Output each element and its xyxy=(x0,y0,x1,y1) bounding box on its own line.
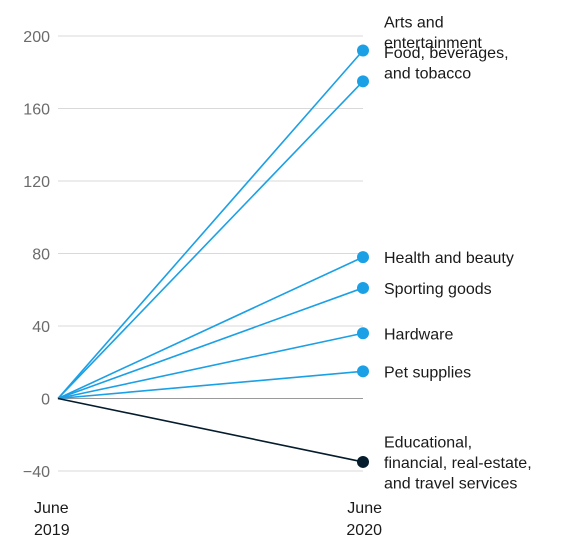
series-label: Health and beauty xyxy=(384,250,514,267)
y-axis-ticks: 200 160 120 80 40 0 −40 xyxy=(23,29,50,481)
series-line xyxy=(57,80,364,400)
series-end-point xyxy=(357,327,369,340)
x-axis-ticks: June 2019 June 2020 xyxy=(34,500,382,539)
series-line xyxy=(57,397,364,463)
y-tick-label: −40 xyxy=(23,464,50,481)
y-tick-label: 200 xyxy=(23,29,50,46)
series-label: Arts and xyxy=(384,14,444,31)
series-line xyxy=(57,370,364,400)
x-tick-label: 2019 xyxy=(34,522,70,539)
series-label: entertainment xyxy=(384,35,482,52)
series-end-point xyxy=(357,365,369,378)
y-tick-label: 0 xyxy=(41,392,50,409)
series-label: Food, beverages, xyxy=(384,45,509,62)
series-label: Educational, xyxy=(384,434,472,451)
series-line xyxy=(57,256,364,400)
series-end-point xyxy=(357,455,369,468)
series-label: Hardware xyxy=(384,326,453,343)
x-tick-label: 2020 xyxy=(346,522,382,539)
series-label: Pet supplies xyxy=(384,364,471,381)
series-end-point xyxy=(357,281,369,294)
y-tick-label: 160 xyxy=(23,102,50,119)
series-end-point xyxy=(357,44,369,57)
gridlines xyxy=(58,35,363,472)
series-line xyxy=(57,287,364,400)
y-tick-label: 120 xyxy=(23,174,50,191)
y-tick-label: 80 xyxy=(32,247,50,264)
y-tick-label: 40 xyxy=(32,319,50,336)
series-label: and tobacco xyxy=(384,66,471,83)
series-line xyxy=(57,49,364,400)
x-tick-label: June xyxy=(347,500,382,517)
series-end-point xyxy=(357,251,369,264)
series-label: financial, real-estate, xyxy=(384,455,532,472)
series-group xyxy=(57,44,369,468)
series-end-point xyxy=(357,75,369,88)
series-line xyxy=(57,332,364,400)
series-label: Sporting goods xyxy=(384,281,492,298)
x-tick-label: June xyxy=(34,500,69,517)
series-label: and travel services xyxy=(384,475,517,492)
